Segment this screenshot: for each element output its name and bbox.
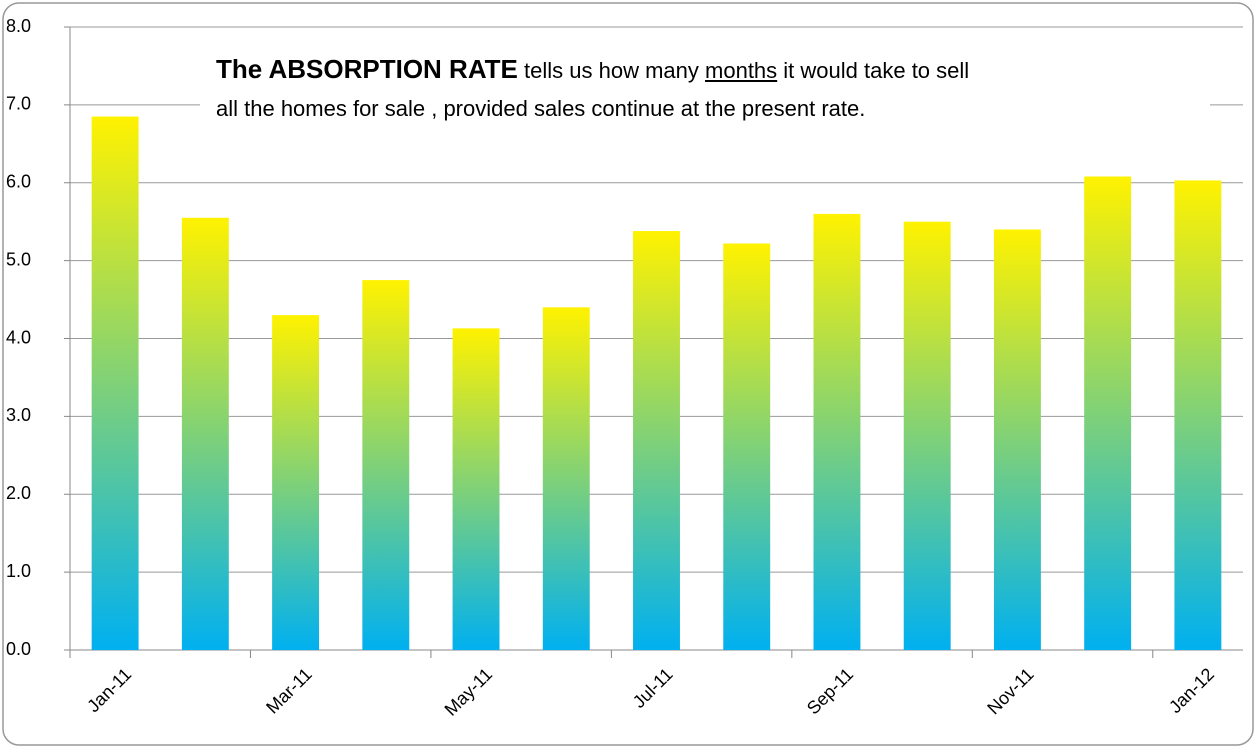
y-tick-label: 7.0: [6, 94, 31, 114]
y-tick-label: 8.0: [6, 16, 31, 36]
y-tick-label: 3.0: [6, 405, 31, 425]
bar: [813, 213, 861, 650]
y-tick-label: 0.0: [6, 639, 31, 659]
y-tick-label: 6.0: [6, 172, 31, 192]
y-tick-label: 4.0: [6, 327, 31, 347]
bar: [903, 221, 951, 650]
y-tick-label: 1.0: [6, 561, 31, 581]
y-tick-label: 2.0: [6, 483, 31, 503]
annotation: The ABSORPTION RATE tells us how many mo…: [200, 48, 1210, 134]
bar: [633, 231, 680, 650]
annotation-text: tells us how many: [524, 58, 699, 83]
bar: [91, 116, 139, 650]
bar: [272, 315, 320, 650]
annotation-underlined: months: [705, 58, 778, 83]
annotation-line: all the homes for sale , provided sales …: [216, 96, 866, 121]
bar: [723, 243, 771, 650]
annotation-line: The ABSORPTION RATE tells us how many mo…: [216, 50, 1194, 90]
bar: [1084, 176, 1132, 650]
bar: [362, 280, 410, 650]
annotation-bold: The ABSORPTION RATE: [216, 54, 518, 84]
y-tick-label: 5.0: [6, 249, 31, 269]
bar: [452, 328, 500, 650]
annotation-text: it would take to sell: [783, 58, 970, 83]
bar: [181, 217, 229, 650]
bar: [993, 229, 1041, 650]
bar: [1174, 180, 1222, 650]
bar: [542, 307, 590, 650]
